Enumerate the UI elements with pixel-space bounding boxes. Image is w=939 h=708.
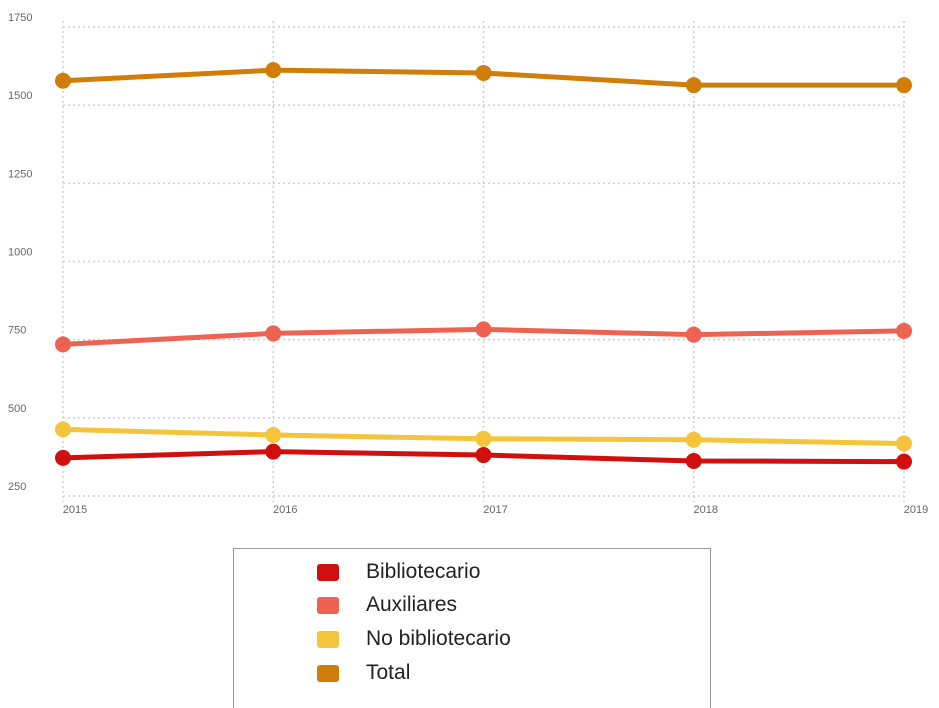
data-point[interactable] [475,430,492,447]
legend-label: Bibliotecario [366,560,481,583]
data-point[interactable] [685,431,702,448]
series-auxiliares [55,321,912,353]
y-axis-ticks: 250 500 750 1000 1250 1500 1750 [8,12,32,493]
legend-item-no-bibliotecario[interactable]: No bibliotecario [317,626,511,652]
y-tick-label: 1750 [8,12,32,24]
data-point[interactable] [265,325,282,342]
legend-swatch [317,664,339,682]
legend-label: Total [366,661,411,684]
y-tick-label: 250 [8,481,26,493]
legend-label: Auxiliares [366,593,458,616]
y-tick-label: 500 [8,403,26,415]
x-tick-label: 2017 [483,504,507,516]
x-axis-ticks: 2015 2016 2017 2018 2019 [63,504,928,516]
series-no-bibliotecario [55,421,912,452]
legend: Bibliotecario Auxiliares No bibliotecari… [233,548,711,708]
y-tick-label: 1500 [8,90,32,102]
data-point[interactable] [896,322,912,339]
data-point[interactable] [265,62,282,79]
data-point[interactable] [685,326,702,343]
series-total [55,62,912,94]
data-point[interactable] [685,452,702,469]
grid-lines [62,21,905,502]
x-tick-label: 2019 [904,504,928,516]
x-tick-label: 2016 [273,504,297,516]
series-lines [55,62,912,470]
data-point[interactable] [475,321,492,338]
data-point[interactable] [896,77,912,94]
data-point[interactable] [896,453,912,470]
data-point[interactable] [55,449,71,466]
x-tick-label: 2018 [694,504,718,516]
y-tick-label: 1250 [8,168,32,180]
data-point[interactable] [265,427,282,444]
data-point[interactable] [55,72,71,89]
data-point[interactable] [475,447,492,464]
data-point[interactable] [55,336,71,353]
legend-item-total[interactable]: Total [317,660,410,686]
data-point[interactable] [475,64,492,81]
y-tick-label: 1000 [8,247,32,259]
legend-label: No bibliotecario [366,627,511,650]
legend-swatch [317,630,339,648]
y-tick-label: 750 [8,325,26,337]
data-point[interactable] [896,435,912,452]
data-point[interactable] [55,421,71,438]
series-bibliotecario [55,443,912,470]
legend-item-auxiliares[interactable]: Auxiliares [317,592,457,618]
data-point[interactable] [685,77,702,94]
legend-swatch [317,563,339,581]
data-point[interactable] [265,443,282,460]
x-tick-label: 2015 [63,504,87,516]
legend-swatch [317,596,339,614]
legend-item-bibliotecario[interactable]: Bibliotecario [317,559,480,585]
